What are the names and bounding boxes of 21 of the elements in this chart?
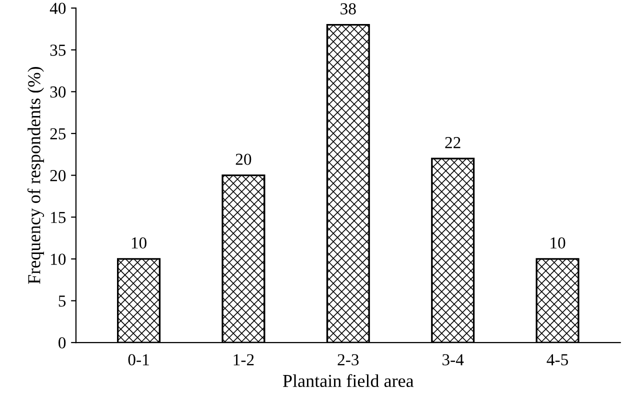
x-tick-label: 1-2 [234,354,254,366]
data-label: 10 [550,237,566,249]
y-tick-label: 40 [50,2,66,14]
y-tick-label: 10 [51,254,66,265]
data-label: 20 [236,154,252,165]
y-tick-label: 25 [50,128,66,140]
y-axis-title: Frequency of respondents (%) [27,67,44,284]
data-label: 10 [132,237,146,249]
y-tick-label: 15 [51,212,66,224]
data-label: 22 [445,137,460,148]
x-tick-label: 0-1 [128,354,149,366]
y-tick-label: 30 [50,86,66,98]
x-tick-label: 4-5 [546,354,568,366]
x-tick-label: 3-4 [442,354,464,366]
y-tick-label: 5 [58,296,66,307]
x-axis-title: Plantain field area [282,374,414,388]
y-tick-label: 20 [50,170,66,182]
y-tick-label: 0 [58,337,66,348]
x-tick-label: 2-3 [338,354,359,366]
data-label: 38 [340,3,356,14]
y-tick-label: 35 [50,44,66,56]
